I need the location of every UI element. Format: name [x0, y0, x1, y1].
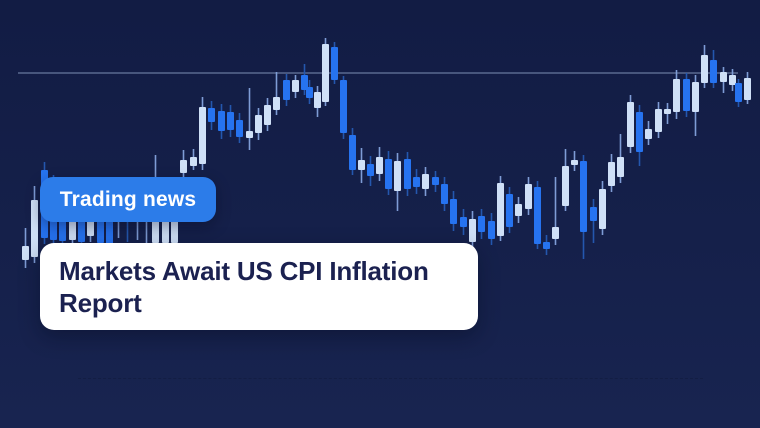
candle-up	[322, 44, 329, 102]
badge-label: Trading news	[59, 187, 197, 211]
trading-news-badge[interactable]: Trading news	[40, 177, 216, 222]
candle-down	[227, 112, 234, 130]
candle-up	[31, 200, 38, 257]
candle-down	[208, 108, 215, 122]
candle-up	[673, 79, 680, 112]
candle-down	[236, 120, 243, 137]
candle-down	[283, 80, 290, 100]
candle-up	[655, 109, 662, 132]
candle-down	[636, 112, 643, 152]
candle-down	[306, 87, 313, 98]
subtle-divider	[78, 378, 703, 379]
candle-down	[413, 177, 420, 187]
headline-line-2: Report	[59, 288, 142, 318]
candle-up	[701, 55, 708, 83]
candle-up	[599, 189, 606, 229]
candle-up	[608, 162, 615, 186]
candle-up	[422, 174, 429, 189]
candle-up	[273, 97, 280, 110]
candle-up	[394, 161, 401, 191]
candle-up	[515, 204, 522, 216]
candle-up	[617, 157, 624, 177]
candle-down	[478, 216, 485, 232]
candle-down	[301, 75, 308, 90]
candle-up	[264, 105, 271, 125]
candle-up	[627, 102, 634, 147]
headline-line-1: Markets Await US CPI Inflation	[59, 256, 429, 286]
candle-up	[469, 219, 476, 242]
candle-up	[497, 183, 504, 236]
candle-up	[314, 92, 321, 108]
candle-up	[358, 160, 365, 170]
candle-down	[580, 161, 587, 232]
candle-down	[488, 221, 495, 239]
candle-down	[543, 242, 550, 249]
candle-up	[376, 157, 383, 174]
candle-up	[664, 109, 671, 114]
candle-up	[199, 107, 206, 164]
candle-up	[729, 75, 736, 85]
candle-down	[590, 207, 597, 221]
candle-down	[534, 187, 541, 244]
candle-up	[562, 166, 569, 206]
candle-up	[744, 78, 751, 100]
candle-down	[340, 80, 347, 133]
candle-up	[190, 157, 197, 166]
headline-card[interactable]: Markets Await US CPI Inflation Report	[40, 243, 478, 330]
candle-up	[22, 246, 29, 260]
candle-up	[571, 160, 578, 165]
candle-up	[645, 129, 652, 139]
candle-down	[331, 47, 338, 80]
candle-down	[218, 111, 225, 131]
candle-up	[692, 82, 699, 112]
candle-up	[180, 160, 187, 173]
candle-down	[385, 159, 392, 189]
candle-up	[255, 115, 262, 133]
candle-down	[450, 199, 457, 224]
candle-down	[441, 184, 448, 204]
candle-down	[432, 177, 439, 185]
candle-up	[246, 131, 253, 138]
candle-up	[292, 80, 299, 92]
candle-down	[367, 164, 374, 176]
candle-up	[720, 72, 727, 82]
candle-down	[404, 159, 411, 189]
candle-up	[552, 227, 559, 239]
candle-down	[683, 79, 690, 111]
candle-down	[735, 83, 742, 102]
candle-down	[506, 194, 513, 227]
candle-up	[525, 184, 532, 209]
candle-down	[349, 135, 356, 170]
candle-down	[460, 217, 467, 227]
candle-down	[710, 60, 717, 83]
